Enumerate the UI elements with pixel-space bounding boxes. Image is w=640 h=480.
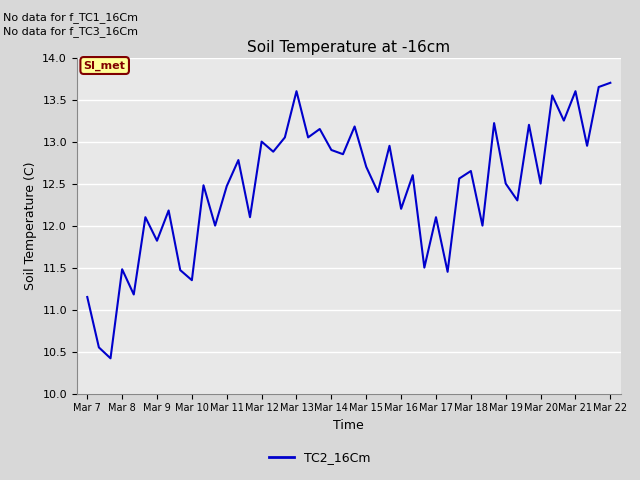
- Text: No data for f_TC3_16Cm: No data for f_TC3_16Cm: [3, 26, 138, 37]
- Y-axis label: Soil Temperature (C): Soil Temperature (C): [24, 161, 36, 290]
- X-axis label: Time: Time: [333, 419, 364, 432]
- Title: Soil Temperature at -16cm: Soil Temperature at -16cm: [247, 40, 451, 55]
- Text: SI_met: SI_met: [84, 60, 125, 71]
- Text: No data for f_TC1_16Cm: No data for f_TC1_16Cm: [3, 12, 138, 23]
- Legend: TC2_16Cm: TC2_16Cm: [264, 446, 376, 469]
